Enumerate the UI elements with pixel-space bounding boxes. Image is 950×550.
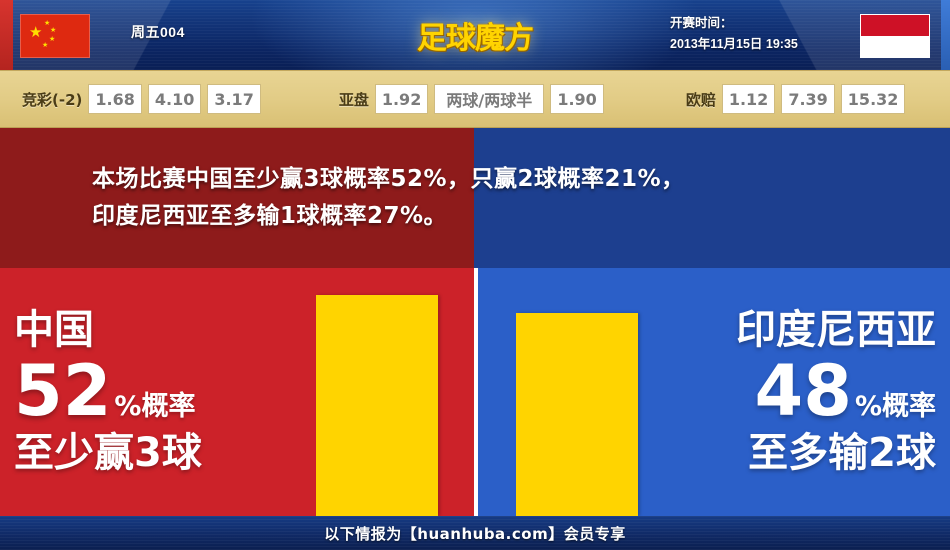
odds-value[interactable]: 4.10 [147, 84, 202, 114]
flag-star-small: ★ [44, 20, 51, 27]
odds-value[interactable]: 1.90 [550, 84, 604, 114]
headline-line-2: 印度尼西亚至多输1球概率27%。 [92, 203, 448, 229]
headline-band-right [474, 128, 950, 268]
home-outcome: 至少赢3球 [14, 430, 202, 476]
probability-chart: 中国 52 %概率 至少赢3球 印度尼西亚 48 %概率 至多输2球 [0, 268, 950, 516]
odds-group-label: 亚盘 [338, 90, 369, 109]
odds-handicap-value[interactable]: 两球/两球半 [434, 84, 545, 114]
away-outcome: 至多输2球 [748, 430, 936, 476]
home-probability-value: 52 [14, 350, 112, 432]
flag-star-large: ★ [29, 24, 43, 41]
site-logo-text: 足球魔方 [417, 21, 534, 56]
flag-star-small: ★ [42, 42, 49, 49]
home-stats: 中国 52 %概率 至少赢3球 [14, 268, 314, 516]
home-probability: 52 %概率 [14, 355, 195, 427]
header-edge-blue [941, 0, 950, 70]
member-notice-suffix: 】会员专享 [548, 524, 626, 543]
headline-band-left [0, 128, 474, 268]
away-probability: 48 %概率 [755, 355, 936, 427]
odds-value[interactable]: 15.32 [840, 84, 906, 114]
headline-band: 本场比赛中国至少赢3球概率52%，只赢2球概率21%， 印度尼西亚至多输1球概率… [0, 128, 950, 268]
headline-line-1: 本场比赛中国至少赢3球概率52%，只赢2球概率21%， [92, 166, 685, 192]
site-logo[interactable]: 足球魔方 [395, 10, 555, 60]
bar-away-48 [516, 313, 638, 516]
odds-value[interactable]: 1.68 [88, 84, 142, 114]
headline-text: 本场比赛中国至少赢3球概率52%，只赢2球概率21%， 印度尼西亚至多输1球概率… [0, 128, 950, 268]
kickoff-value: 2013年11月15日 19:35 [670, 37, 798, 51]
odds-value[interactable]: 7.39 [781, 84, 835, 114]
member-notice: 以下情报为【huanhuba.com】会员专享 [324, 523, 625, 544]
china-flag-icon: ★ ★ ★ ★ ★ [20, 14, 90, 58]
flag-star-small: ★ [50, 27, 57, 34]
panel-divider [474, 268, 478, 516]
header-bar: ★ ★ ★ ★ ★ 周五004 足球魔方 开赛时间： 2013年11月15日 1… [0, 0, 950, 70]
odds-group-jingcai: 竞彩(-2) 1.68 4.10 3.17 [22, 71, 261, 127]
panel-away-team: 印度尼西亚 48 %概率 至多输2球 [478, 268, 950, 516]
home-team-name: 中国 [14, 307, 94, 353]
odds-group-label: 欧赔 [685, 90, 716, 109]
odds-value[interactable]: 3.17 [207, 84, 261, 114]
indonesia-flag-icon [860, 14, 930, 58]
odds-value[interactable]: 1.92 [374, 84, 429, 114]
kickoff-label: 开赛时间： [670, 16, 733, 30]
odds-value[interactable]: 1.12 [721, 84, 776, 114]
flag-star-small: ★ [49, 36, 56, 43]
kickoff-time: 开赛时间： 2013年11月15日 19:35 [670, 13, 870, 55]
match-number: 周五004 [131, 24, 185, 40]
away-probability-value: 48 [754, 350, 852, 432]
panel-home-team: 中国 52 %概率 至少赢3球 [0, 268, 474, 516]
away-probability-suffix: %概率 [854, 391, 936, 422]
odds-group-label: 竞彩(-2) [22, 90, 83, 109]
home-probability-suffix: %概率 [114, 391, 196, 422]
odds-group-european: 欧赔 1.12 7.39 15.32 [686, 71, 906, 127]
site-domain[interactable]: huanhuba.com [417, 524, 549, 543]
away-team-name: 印度尼西亚 [736, 307, 936, 353]
footer-bar: 以下情报为【huanhuba.com】会员专享 [0, 516, 950, 550]
odds-bar: 竞彩(-2) 1.68 4.10 3.17 亚盘 1.92 两球/两球半 1.9… [0, 70, 950, 128]
odds-group-asian-handicap: 亚盘 1.92 两球/两球半 1.90 [339, 71, 604, 127]
flag-band-red [861, 15, 929, 36]
header-edge-red [0, 0, 13, 70]
bar-home-52 [316, 295, 438, 516]
away-stats: 印度尼西亚 48 %概率 至多输2球 [636, 268, 936, 516]
member-notice-prefix: 以下情报为【 [324, 524, 418, 543]
